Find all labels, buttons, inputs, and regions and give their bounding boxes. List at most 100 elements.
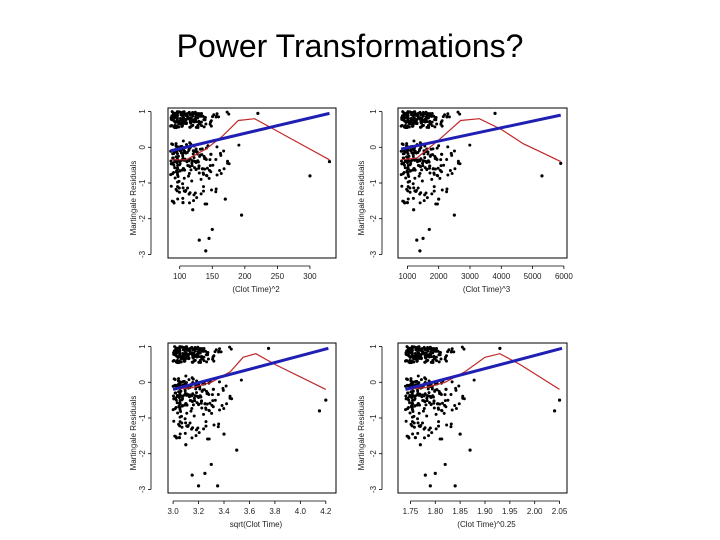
data-point	[209, 462, 213, 467]
data-point	[412, 356, 416, 360]
data-point	[196, 345, 200, 349]
data-point	[450, 380, 454, 384]
data-point	[416, 353, 420, 357]
data-point	[181, 404, 185, 408]
data-point	[414, 151, 418, 155]
data-point	[256, 111, 260, 115]
data-point	[406, 391, 410, 395]
y-tick-label: -1	[369, 414, 378, 422]
data-point	[202, 427, 206, 431]
data-point	[193, 394, 197, 398]
y-tick-label: -2	[369, 215, 378, 223]
data-point	[229, 347, 233, 351]
data-point	[438, 437, 442, 441]
data-point	[433, 154, 437, 158]
data-point	[423, 392, 427, 396]
data-point	[409, 169, 413, 173]
data-point	[401, 143, 405, 147]
data-point	[457, 402, 461, 406]
x-axis-label: (Clot Time)^0.25	[457, 520, 516, 529]
data-point	[187, 356, 191, 360]
data-point	[194, 125, 198, 129]
data-point	[401, 110, 405, 114]
slide-title: Power Transformations?	[176, 28, 524, 64]
data-point	[169, 162, 173, 166]
data-point	[433, 389, 437, 393]
data-point	[435, 388, 439, 392]
data-point	[181, 182, 185, 186]
data-point	[217, 422, 221, 426]
data-point	[215, 173, 219, 177]
data-point	[192, 396, 196, 400]
data-point	[412, 360, 416, 364]
data-point	[443, 462, 447, 467]
smooth-line	[401, 118, 561, 163]
data-point	[431, 394, 435, 398]
data-point	[178, 169, 182, 173]
data-point	[218, 347, 222, 351]
data-point	[412, 186, 416, 190]
data-point	[405, 201, 409, 205]
data-point	[190, 427, 194, 431]
data-point	[210, 403, 214, 407]
data-point	[178, 432, 182, 436]
data-point	[197, 238, 201, 242]
y-axis-label: Martingale Residuals	[129, 396, 138, 471]
x-tick-label: 4.0	[295, 507, 307, 516]
data-point	[189, 409, 193, 413]
data-point	[186, 425, 190, 429]
data-point	[174, 405, 178, 409]
data-point	[177, 436, 182, 440]
data-point	[172, 170, 176, 174]
data-point	[194, 387, 198, 391]
data-point	[211, 357, 215, 361]
data-point	[188, 351, 192, 355]
data-point	[170, 199, 174, 203]
data-point	[214, 157, 218, 161]
data-point	[177, 405, 181, 409]
data-point	[419, 165, 423, 169]
data-point	[204, 407, 208, 411]
data-point	[425, 167, 429, 171]
data-point	[408, 358, 412, 362]
data-point	[405, 187, 409, 191]
data-point	[418, 443, 422, 447]
data-point	[422, 407, 426, 411]
data-point	[174, 187, 178, 191]
data-point	[405, 160, 409, 164]
y-tick-label: 1	[369, 344, 378, 349]
data-point	[199, 177, 203, 181]
x-tick-label: 1.80	[427, 507, 443, 516]
data-point	[408, 186, 412, 190]
data-point	[442, 163, 446, 167]
data-point	[171, 156, 175, 160]
data-point	[421, 236, 425, 240]
data-point	[208, 401, 212, 405]
data-point	[178, 381, 182, 385]
x-tick-label: 3.8	[269, 507, 281, 516]
data-point	[426, 159, 430, 163]
data-point	[440, 401, 444, 405]
data-point	[446, 145, 450, 149]
data-point	[327, 159, 332, 164]
data-point	[215, 112, 219, 116]
data-point	[443, 403, 447, 407]
data-point	[436, 402, 440, 406]
data-point	[410, 121, 414, 125]
data-point	[420, 168, 424, 172]
data-point	[425, 399, 429, 403]
data-point	[445, 114, 449, 118]
data-point	[438, 168, 442, 172]
data-point	[424, 118, 428, 122]
data-point	[442, 411, 446, 415]
data-point	[178, 190, 182, 194]
data-point	[228, 394, 232, 398]
linear-fit-line	[170, 111, 330, 153]
data-point	[195, 391, 199, 395]
data-point	[412, 414, 416, 418]
data-point	[417, 411, 421, 415]
data-point	[438, 176, 442, 180]
data-point	[172, 359, 176, 363]
data-point	[180, 356, 184, 360]
data-point	[461, 394, 465, 398]
